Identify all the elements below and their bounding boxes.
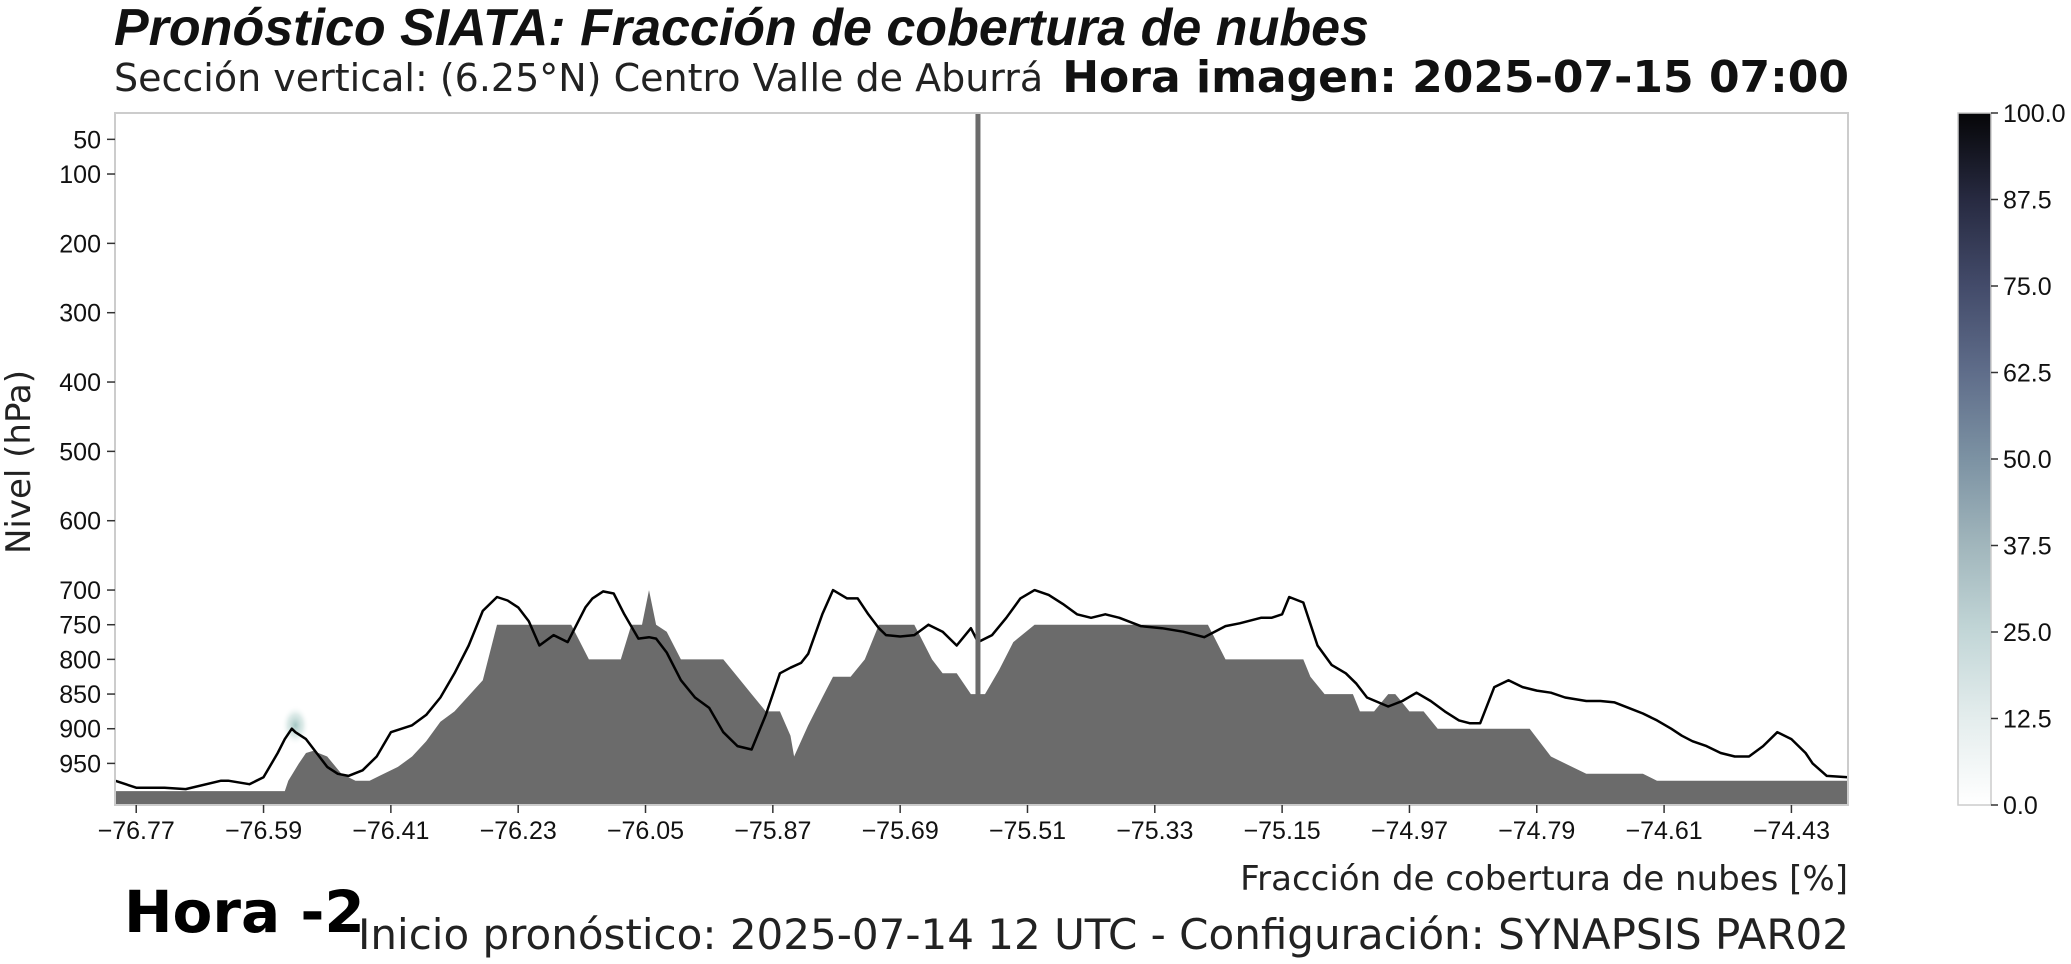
x-tick-label: −76.41 [352, 817, 429, 845]
colorbar-tick-label: 25.0 [2003, 619, 2052, 647]
x-tick-label: −74.61 [1626, 817, 1703, 845]
x-tick-label: −76.23 [480, 817, 557, 845]
y-tick-label: 100 [59, 161, 101, 189]
x-tick-label: −75.51 [989, 817, 1066, 845]
x-tick-label: −74.79 [1498, 817, 1575, 845]
x-tick-label: −74.43 [1753, 817, 1830, 845]
colorbar-tick-label: 12.5 [2003, 706, 2052, 734]
colorbar-tick-label: 37.5 [2003, 533, 2052, 561]
colorbar-gradient [1957, 112, 1992, 806]
x-tick-label: −75.33 [1116, 817, 1193, 845]
x-axis-label: Fracción de cobertura de nubes [%] [1240, 859, 1848, 899]
y-tick-label: 50 [73, 126, 101, 154]
y-tick-label: 500 [59, 438, 101, 466]
colorbar-tick-label: 0.0 [2003, 792, 2038, 820]
y-tick-label: 800 [59, 646, 101, 674]
x-tick-label: −75.87 [734, 817, 811, 845]
y-tick-label: 750 [59, 612, 101, 640]
chart-title: Pronóstico SIATA: Fracción de cobertura … [114, 0, 1369, 57]
x-tick-label: −75.15 [1244, 817, 1321, 845]
x-tick-label: −76.05 [607, 817, 684, 845]
x-tick-label: −76.77 [98, 817, 175, 845]
y-tick-label: 200 [59, 230, 101, 258]
y-tick-label: 300 [59, 300, 101, 328]
y-tick-label: 850 [59, 681, 101, 709]
forecast-info-footer: Inicio pronóstico: 2025-07-14 12 UTC - C… [358, 910, 1849, 959]
colorbar-tick-label: 50.0 [2003, 446, 2052, 474]
image-time-label: Hora imagen: 2025-07-15 07:00 [1062, 52, 1849, 103]
y-tick-label: 600 [59, 508, 101, 536]
colorbar-tick-label: 87.5 [2003, 187, 2052, 215]
x-tick-label: −74.97 [1371, 817, 1448, 845]
x-tick-label: −76.59 [225, 817, 302, 845]
plot-area: 50 100 200 300 400 500 600 700 750 800 850 900 950 −7… [59, 112, 1849, 845]
y-tick-label: 950 [59, 750, 101, 778]
colorbar-tick-label: 75.0 [2003, 273, 2052, 301]
y-tick-label: 900 [59, 716, 101, 744]
colorbar-tick-label: 62.5 [2003, 360, 2052, 388]
y-tick-label: 400 [59, 369, 101, 397]
plot-frame [114, 112, 1849, 806]
terrain-area [115, 590, 1848, 805]
chart-subtitle: Sección vertical: (6.25°N) Centro Valle … [114, 56, 1044, 100]
colorbar-tick-label: 100.0 [2003, 100, 2066, 128]
series-line [114, 588, 1849, 791]
colorbar: 0.0 12.5 25.0 37.5 50.0 62.5 75.0 87.5 100.0 [1957, 100, 2066, 820]
y-axis-label: Nivel (hPa) [0, 370, 39, 554]
y-tick-label: 700 [59, 577, 101, 605]
x-tick-label: −75.69 [862, 817, 939, 845]
relative-hour-label: Hora -2 [124, 878, 365, 946]
